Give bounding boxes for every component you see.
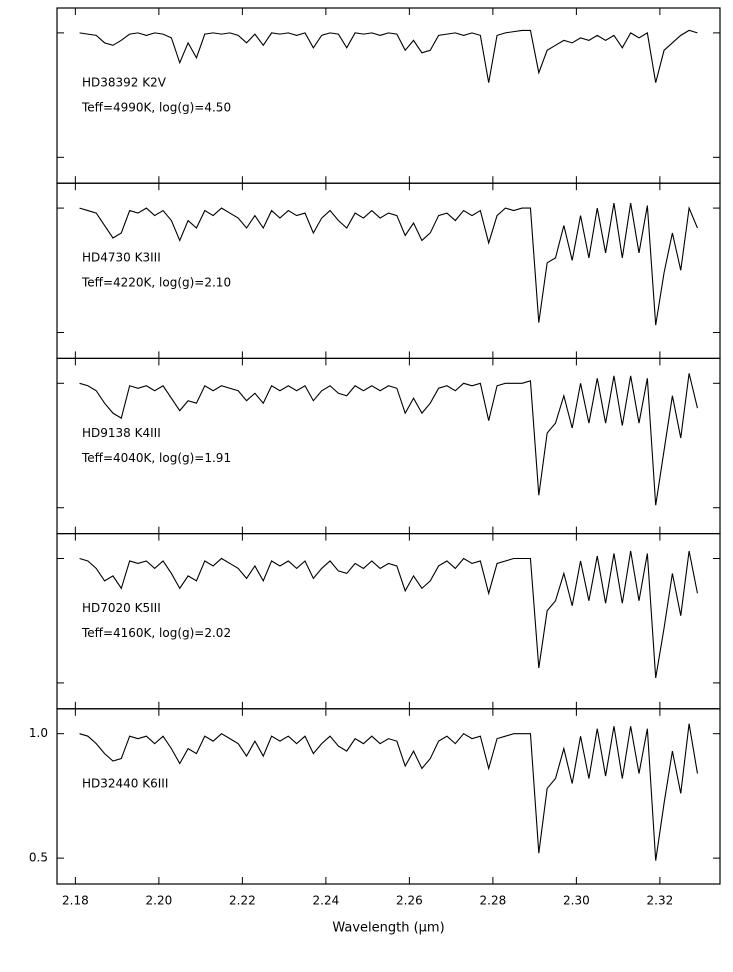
annotation: HD9138 K4III <box>82 426 161 440</box>
x-tick-label: 2.24 <box>313 894 340 908</box>
annotation: Teff=4220K, log(g)=2.10 <box>81 276 231 290</box>
x-tick-label: 2.32 <box>647 894 674 908</box>
x-axis-label: Wavelength (μm) <box>332 921 444 936</box>
spectrum-line <box>79 373 698 506</box>
panel-frame <box>56 357 721 535</box>
spectrum-line <box>79 550 698 679</box>
spectrum-line <box>79 723 698 861</box>
x-tick-label: 2.28 <box>480 894 507 908</box>
x-tick-label: 2.30 <box>563 894 590 908</box>
annotation: Teff=4160K, log(g)=2.02 <box>81 626 231 640</box>
y-tick-label: 1.0 <box>29 726 48 740</box>
panel-frame <box>56 708 721 885</box>
annotation: HD32440 K6III <box>82 776 168 790</box>
panel-frame <box>56 532 721 710</box>
y-tick-label: 0.5 <box>29 851 48 865</box>
annotation: HD38392 K2V <box>82 76 167 90</box>
annotation: HD7020 K5III <box>82 601 161 615</box>
x-tick-label: 2.18 <box>62 894 89 908</box>
panel-frame <box>56 7 721 184</box>
spectrum-line <box>79 203 698 326</box>
x-tick-label: 2.20 <box>146 894 173 908</box>
panel-frame <box>56 182 721 359</box>
x-tick-label: 2.22 <box>229 894 256 908</box>
spectrum-line <box>79 29 698 83</box>
annotation: HD4730 K3III <box>82 251 161 265</box>
annotation: Teff=4990K, log(g)=4.50 <box>81 101 231 115</box>
x-tick-label: 2.26 <box>396 894 423 908</box>
annotation: Teff=4040K, log(g)=1.91 <box>81 451 231 465</box>
